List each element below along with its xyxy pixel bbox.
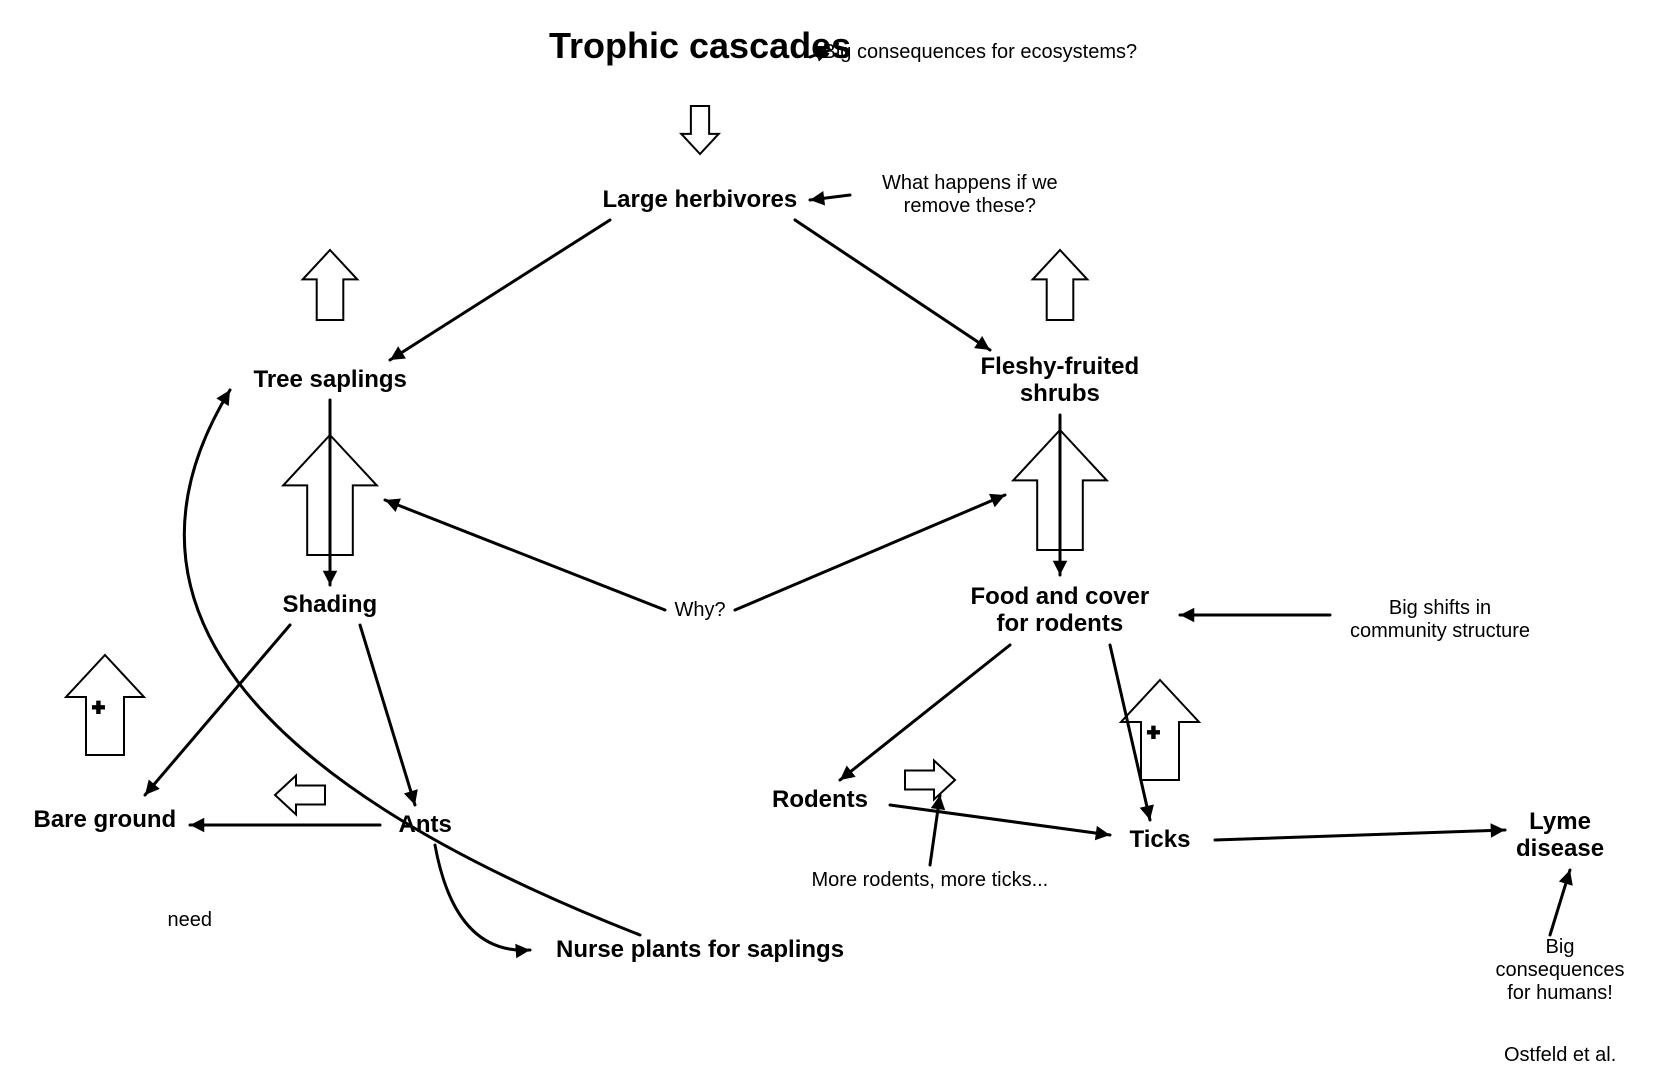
question-why: Why? (675, 599, 726, 622)
ants: Ants (399, 811, 452, 839)
more-ticks-note: More rodents, more ticks... (812, 869, 1049, 892)
ticks: Ticks (1130, 826, 1191, 854)
citation: Ostfeld et al. (1504, 1044, 1616, 1067)
lyme-disease: Lyme disease (1516, 808, 1604, 863)
need-label: need (168, 909, 213, 932)
large-herbivores: Large herbivores (603, 186, 798, 214)
svg-text:+: + (92, 695, 105, 720)
question-remove: What happens if we remove these? (882, 172, 1058, 218)
nurse-plants: Nurse plants for saplings (556, 936, 844, 964)
title: Trophic cascades (549, 25, 851, 66)
fleshy-shrubs: Fleshy-fruited shrubs (981, 353, 1140, 408)
question-big-consequences: Big consequences for ecosystems? (823, 41, 1138, 64)
arrows-layer: ++ (0, 0, 1658, 1081)
rodents: Rodents (772, 786, 868, 814)
tree-saplings: Tree saplings (254, 366, 407, 394)
svg-text:+: + (1147, 720, 1160, 745)
diagram-canvas: ++ Trophic cascades Big consequences for… (0, 0, 1658, 1081)
big-shifts-note: Big shifts in community structure (1350, 597, 1530, 643)
shading: Shading (283, 591, 378, 619)
food-and-cover: Food and cover for rodents (971, 583, 1150, 638)
big-consequences-humans: Big consequences for humans! (1496, 936, 1625, 1005)
bare-ground: Bare ground (34, 806, 177, 834)
